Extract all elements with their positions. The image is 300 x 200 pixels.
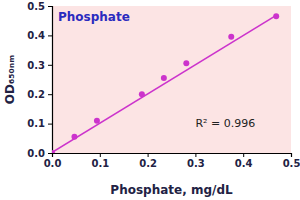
tick-label: 0.3 (187, 158, 205, 169)
tick: 0.3 (187, 153, 205, 169)
tick-label: 0.0 (44, 158, 62, 169)
tick-label: 0.0 (27, 148, 45, 159)
x-axis: 0.0 0.1 0.2 0.3 0.4 0.5 (44, 153, 300, 169)
tick: 0.2 (27, 89, 52, 100)
tick-label: 0.3 (27, 60, 45, 71)
tick-mark (48, 65, 52, 66)
tick-mark (195, 153, 196, 157)
title: Phosphate (58, 10, 130, 24)
tick-mark (243, 153, 244, 157)
point (183, 60, 189, 66)
point (228, 34, 234, 40)
tick-label: 0.2 (139, 158, 157, 169)
y-axis-title: OD₆₅₀ₙₘ (3, 55, 17, 104)
tick-label: 0.2 (27, 89, 45, 100)
axis-line (53, 154, 292, 158)
tick: 0.0 (27, 148, 52, 159)
tick-label: 0.1 (27, 118, 45, 129)
x-axis-title: Phosphate, mg/dL (110, 183, 233, 197)
tick-mark (48, 124, 52, 125)
tick: 0.4 (27, 30, 52, 41)
y-axis: 0.0 0.1 0.2 0.3 0.4 0.5 (27, 1, 52, 159)
tick: 0.3 (27, 60, 52, 71)
tick-mark (48, 94, 52, 95)
tick: 0.0 (44, 153, 62, 169)
annotation: R² = 0.996 (195, 117, 255, 130)
tick-mark (48, 6, 52, 7)
tick-label: 0.5 (283, 158, 300, 169)
tick-mark (291, 153, 292, 157)
plot-background (52, 6, 291, 153)
tick-label: 0.5 (27, 1, 45, 12)
tick: 0.5 (283, 153, 300, 169)
tick-label: 0.4 (27, 30, 45, 41)
point (161, 75, 167, 81)
tick: 0.4 (235, 153, 253, 169)
tick: 0.5 (27, 1, 52, 12)
tick-mark (48, 35, 52, 36)
tick: 0.1 (91, 153, 109, 169)
tick-mark (100, 153, 101, 157)
tick-mark (148, 153, 149, 157)
tick-mark (48, 153, 52, 154)
axis-line (48, 7, 53, 154)
tick: 0.1 (27, 118, 52, 129)
tick-label: 0.1 (91, 158, 109, 169)
fit-line (52, 15, 276, 152)
marks (52, 13, 279, 153)
tick: 0.2 (139, 153, 157, 169)
tick-label: 0.4 (235, 158, 253, 169)
plot: 0.0 0.1 0.2 0.3 0.4 0.5 0.0 0.1 0.2 0.3 0.4 0.5 Phos… (27, 1, 300, 169)
chart: 0.0 0.1 0.2 0.3 0.4 0.5 0.0 0.1 0.2 0.3 0.4 0.5 Phos… (0, 0, 300, 200)
